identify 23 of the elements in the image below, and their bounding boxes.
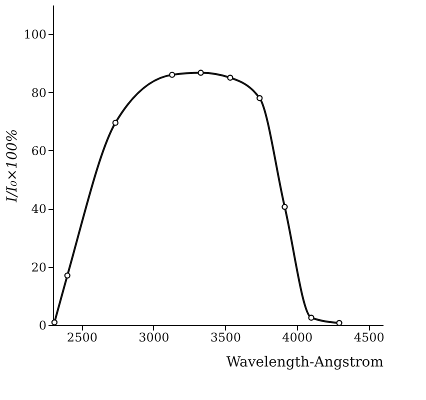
x-tick-label: 3000 [138,330,170,344]
point [64,272,70,279]
y-tick-label: 20 [31,260,46,274]
x-tick-label: 2500 [66,330,98,344]
point [168,72,176,78]
x-tick-label: 4000 [282,330,313,344]
y-tick-label: 80 [31,86,46,100]
y-axis-title: I/I₀×100% [4,128,21,204]
point [256,94,263,102]
point [308,314,314,321]
point [198,70,204,76]
y-tick-label: 60 [31,144,46,158]
point [51,319,58,326]
point [227,74,234,81]
y-tick-label: 40 [31,202,46,216]
y-tick-label: 100 [24,28,46,42]
point [112,120,119,126]
point [336,320,342,326]
point [282,204,288,210]
x-axis-title: Wavelength-Angstrom [226,354,384,370]
x-tick-label: 4500 [354,330,384,344]
x-tick-label: 3500 [210,330,241,344]
y-tick-label: 0 [38,318,46,332]
